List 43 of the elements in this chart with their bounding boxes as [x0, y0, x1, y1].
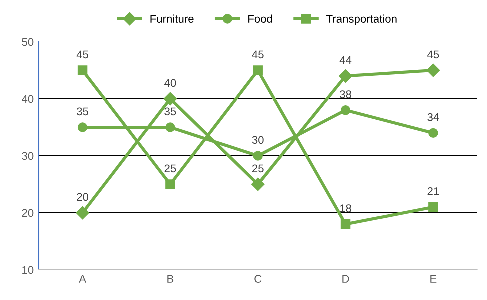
- point: [253, 66, 263, 76]
- data-label: 30: [252, 136, 264, 144]
- point: [428, 128, 438, 138]
- data-label: 20: [77, 193, 89, 202]
- data-label: 38: [340, 90, 352, 98]
- data-label: 25: [164, 164, 176, 173]
- point: [166, 180, 176, 190]
- point: [340, 106, 351, 116]
- y-tick-label: 30: [22, 152, 34, 160]
- x-tick-label: C: [254, 275, 262, 284]
- point: [253, 151, 263, 161]
- y-tick-label: 40: [22, 95, 34, 104]
- data-label: 34: [428, 113, 440, 122]
- data-label: 35: [77, 108, 89, 116]
- data-label: 25: [252, 164, 264, 173]
- legend-label: Furniture: [150, 14, 194, 23]
- y-tick-label: 50: [22, 38, 34, 46]
- point: [428, 202, 438, 212]
- data-label: 40: [164, 79, 176, 88]
- point: [78, 66, 88, 76]
- point: [340, 220, 351, 230]
- data-label: 45: [76, 50, 89, 59]
- data-label: 45: [252, 50, 264, 59]
- y-tick-label: 10: [22, 266, 34, 274]
- point: [426, 64, 440, 78]
- x-tick-label: A: [79, 275, 86, 283]
- x-tick-label: B: [168, 275, 174, 283]
- point: [166, 122, 176, 132]
- point: [76, 206, 90, 220]
- legend-label: Transportation: [326, 14, 397, 26]
- x-tick-label: D: [342, 275, 350, 283]
- legend-label: Food: [248, 14, 272, 23]
- x-tick-label: E: [430, 275, 437, 283]
- point: [78, 122, 88, 132]
- data-label: 18: [340, 204, 352, 212]
- point: [164, 92, 178, 106]
- point: [339, 70, 352, 83]
- data-label: 45: [428, 50, 440, 59]
- point: [252, 178, 265, 192]
- data-label: 35: [164, 108, 176, 116]
- y-tick-label: 20: [22, 209, 34, 218]
- data-label: 44: [340, 56, 352, 64]
- data-label: 21: [428, 188, 440, 196]
